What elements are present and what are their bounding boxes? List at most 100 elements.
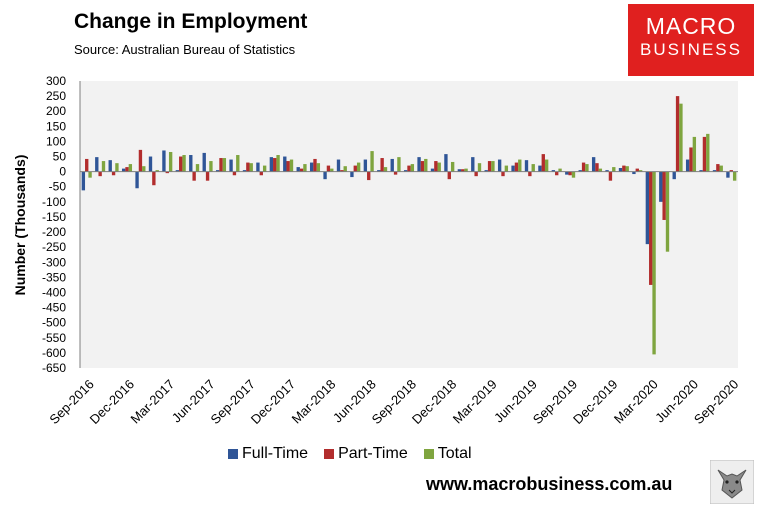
y-tick-label: -550 (42, 331, 66, 345)
bar-full-time (309, 162, 314, 172)
legend-item-part-time: Part-Time (324, 445, 408, 463)
y-tick-label: 0 (59, 165, 66, 179)
bar-full-time (108, 160, 112, 172)
bar-total (236, 155, 240, 172)
y-tick-label: -600 (42, 346, 66, 360)
bar-part-time (622, 165, 626, 172)
bar-part-time (232, 171, 237, 176)
bar-total (115, 163, 119, 172)
bar-full-time (511, 165, 515, 172)
bar-full-time (350, 171, 354, 178)
bar-full-time (148, 156, 153, 172)
bar-total (101, 161, 106, 172)
x-tick-label: Sep-2020 (691, 377, 741, 427)
y-tick-label: -250 (42, 240, 66, 254)
bar-total (732, 171, 737, 181)
bar-total (437, 162, 441, 172)
bar-total (397, 157, 401, 172)
bar-part-time (165, 171, 169, 174)
macrobusiness-logo[interactable]: MACRO BUSINESS (628, 4, 754, 76)
bar-full-time (712, 170, 717, 172)
bar-part-time (541, 154, 545, 172)
bar-full-time (162, 150, 166, 172)
bar-full-time (618, 168, 623, 172)
bar-part-time (568, 171, 572, 176)
bar-total (343, 166, 347, 172)
bar-full-time (269, 157, 274, 172)
bar-part-time (393, 171, 398, 175)
bar-total (638, 170, 643, 172)
y-tick-label: 250 (46, 89, 66, 103)
legend-swatch-full-time (228, 449, 238, 459)
bar-part-time (259, 171, 263, 176)
bar-part-time (179, 156, 183, 172)
bar-total (209, 161, 213, 172)
bar-total (276, 155, 280, 172)
bar-part-time (98, 171, 102, 177)
chart-source: Source: Australian Bureau of Statistics (74, 42, 296, 57)
bar-full-time (242, 170, 247, 172)
bar-full-time (645, 171, 650, 245)
bar-full-time (417, 157, 421, 172)
y-tick-label: -100 (42, 195, 66, 209)
bar-total (155, 170, 159, 172)
bar-full-time (121, 168, 126, 172)
bar-full-time (95, 157, 99, 172)
bar-full-time (632, 171, 636, 175)
legend-label-part-time: Part-Time (338, 445, 408, 462)
legend-item-full-time: Full-Time (228, 445, 308, 463)
bar-part-time (219, 158, 223, 172)
bar-full-time (430, 168, 435, 172)
bar-total (424, 158, 428, 172)
bar-part-time (313, 158, 317, 172)
legend-label-total: Total (437, 445, 472, 462)
bar-full-time (256, 162, 260, 172)
bar-part-time (675, 96, 680, 172)
bar-total (531, 164, 535, 172)
bar-part-time (85, 158, 89, 172)
bar-full-time (605, 170, 609, 172)
y-tick-label: 300 (46, 74, 66, 88)
bar-part-time (581, 162, 586, 172)
x-tick-label: Mar-2019 (450, 377, 500, 427)
bar-total (222, 158, 227, 172)
bar-part-time (474, 171, 478, 177)
x-tick-label: Mar-2017 (127, 377, 177, 427)
bar-total (652, 171, 656, 355)
bar-total (410, 164, 415, 172)
bar-full-time (336, 159, 341, 172)
bar-part-time (367, 171, 371, 181)
bar-total (598, 168, 603, 172)
bar-part-time (273, 158, 277, 172)
bar-part-time (501, 171, 505, 177)
bar-total (303, 164, 307, 172)
bar-full-time (377, 170, 381, 172)
bar-part-time (608, 171, 613, 181)
bar-part-time (125, 167, 129, 172)
bar-total (477, 163, 482, 172)
website-link[interactable]: www.macrobusiness.com.au (426, 474, 673, 494)
bar-total (249, 163, 253, 172)
x-tick-label: Dec-2019 (570, 377, 620, 427)
bar-part-time (729, 170, 733, 172)
bar-part-time (205, 171, 210, 181)
bar-part-time (407, 165, 411, 172)
y-tick-label: 100 (46, 134, 66, 148)
bar-total (585, 164, 589, 172)
bar-part-time (326, 165, 331, 172)
bar-total (142, 166, 146, 172)
bar-total (464, 168, 468, 172)
bar-part-time (447, 171, 451, 180)
bar-full-time (135, 171, 139, 189)
bar-full-time (323, 171, 327, 180)
x-tick-label: Mar-2020 (611, 377, 661, 427)
bar-part-time (353, 165, 357, 172)
bar-total (316, 163, 321, 172)
logo-line-1: MACRO (645, 13, 737, 39)
bar-total (692, 136, 697, 172)
bar-part-time (138, 149, 143, 172)
bar-part-time (286, 161, 290, 172)
bar-total (612, 167, 616, 172)
bar-total (450, 161, 455, 172)
bar-full-time (457, 169, 462, 172)
